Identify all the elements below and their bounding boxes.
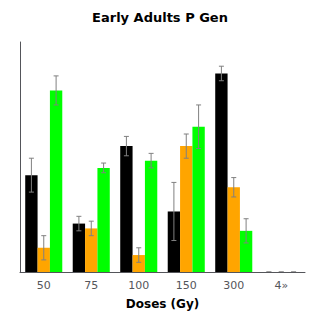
svg-text:Doses (Gy): Doses (Gy) — [126, 297, 199, 311]
svg-text:50: 50 — [37, 279, 51, 292]
svg-text:300: 300 — [223, 279, 244, 292]
svg-text:150: 150 — [176, 279, 197, 292]
svg-text:4»: 4» — [274, 279, 288, 292]
svg-text:100: 100 — [128, 279, 149, 292]
svg-text:75: 75 — [84, 279, 98, 292]
svg-text:Early Adults P Gen: Early Adults P Gen — [92, 10, 228, 25]
